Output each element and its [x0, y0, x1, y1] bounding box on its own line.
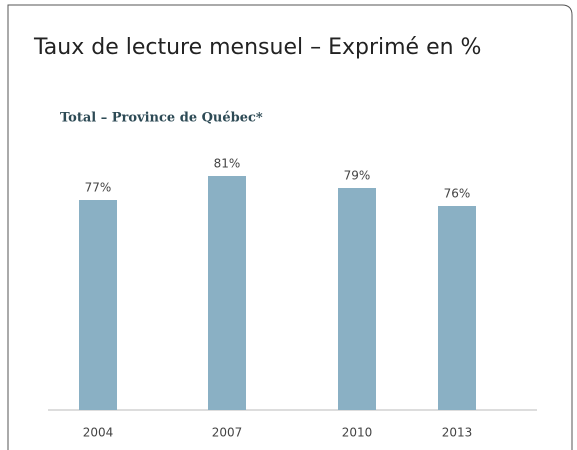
x-tick-label: 2010 [342, 426, 373, 440]
value-label: 77% [85, 181, 112, 195]
card-frame [7, 4, 573, 450]
bar [79, 200, 117, 410]
chart-title: Taux de lecture mensuel – Exprimé en % [33, 35, 481, 60]
value-label: 81% [214, 157, 241, 171]
value-label: 79% [344, 169, 371, 183]
value-label: 76% [444, 187, 471, 201]
x-tick-label: 2013 [442, 426, 473, 440]
bar [438, 206, 476, 410]
x-tick-label: 2004 [83, 426, 114, 440]
bar [338, 188, 376, 410]
chart-subtitle: Total – Province de Québec* [60, 111, 263, 126]
x-tick-label: 2007 [212, 426, 243, 440]
bar [208, 176, 246, 410]
